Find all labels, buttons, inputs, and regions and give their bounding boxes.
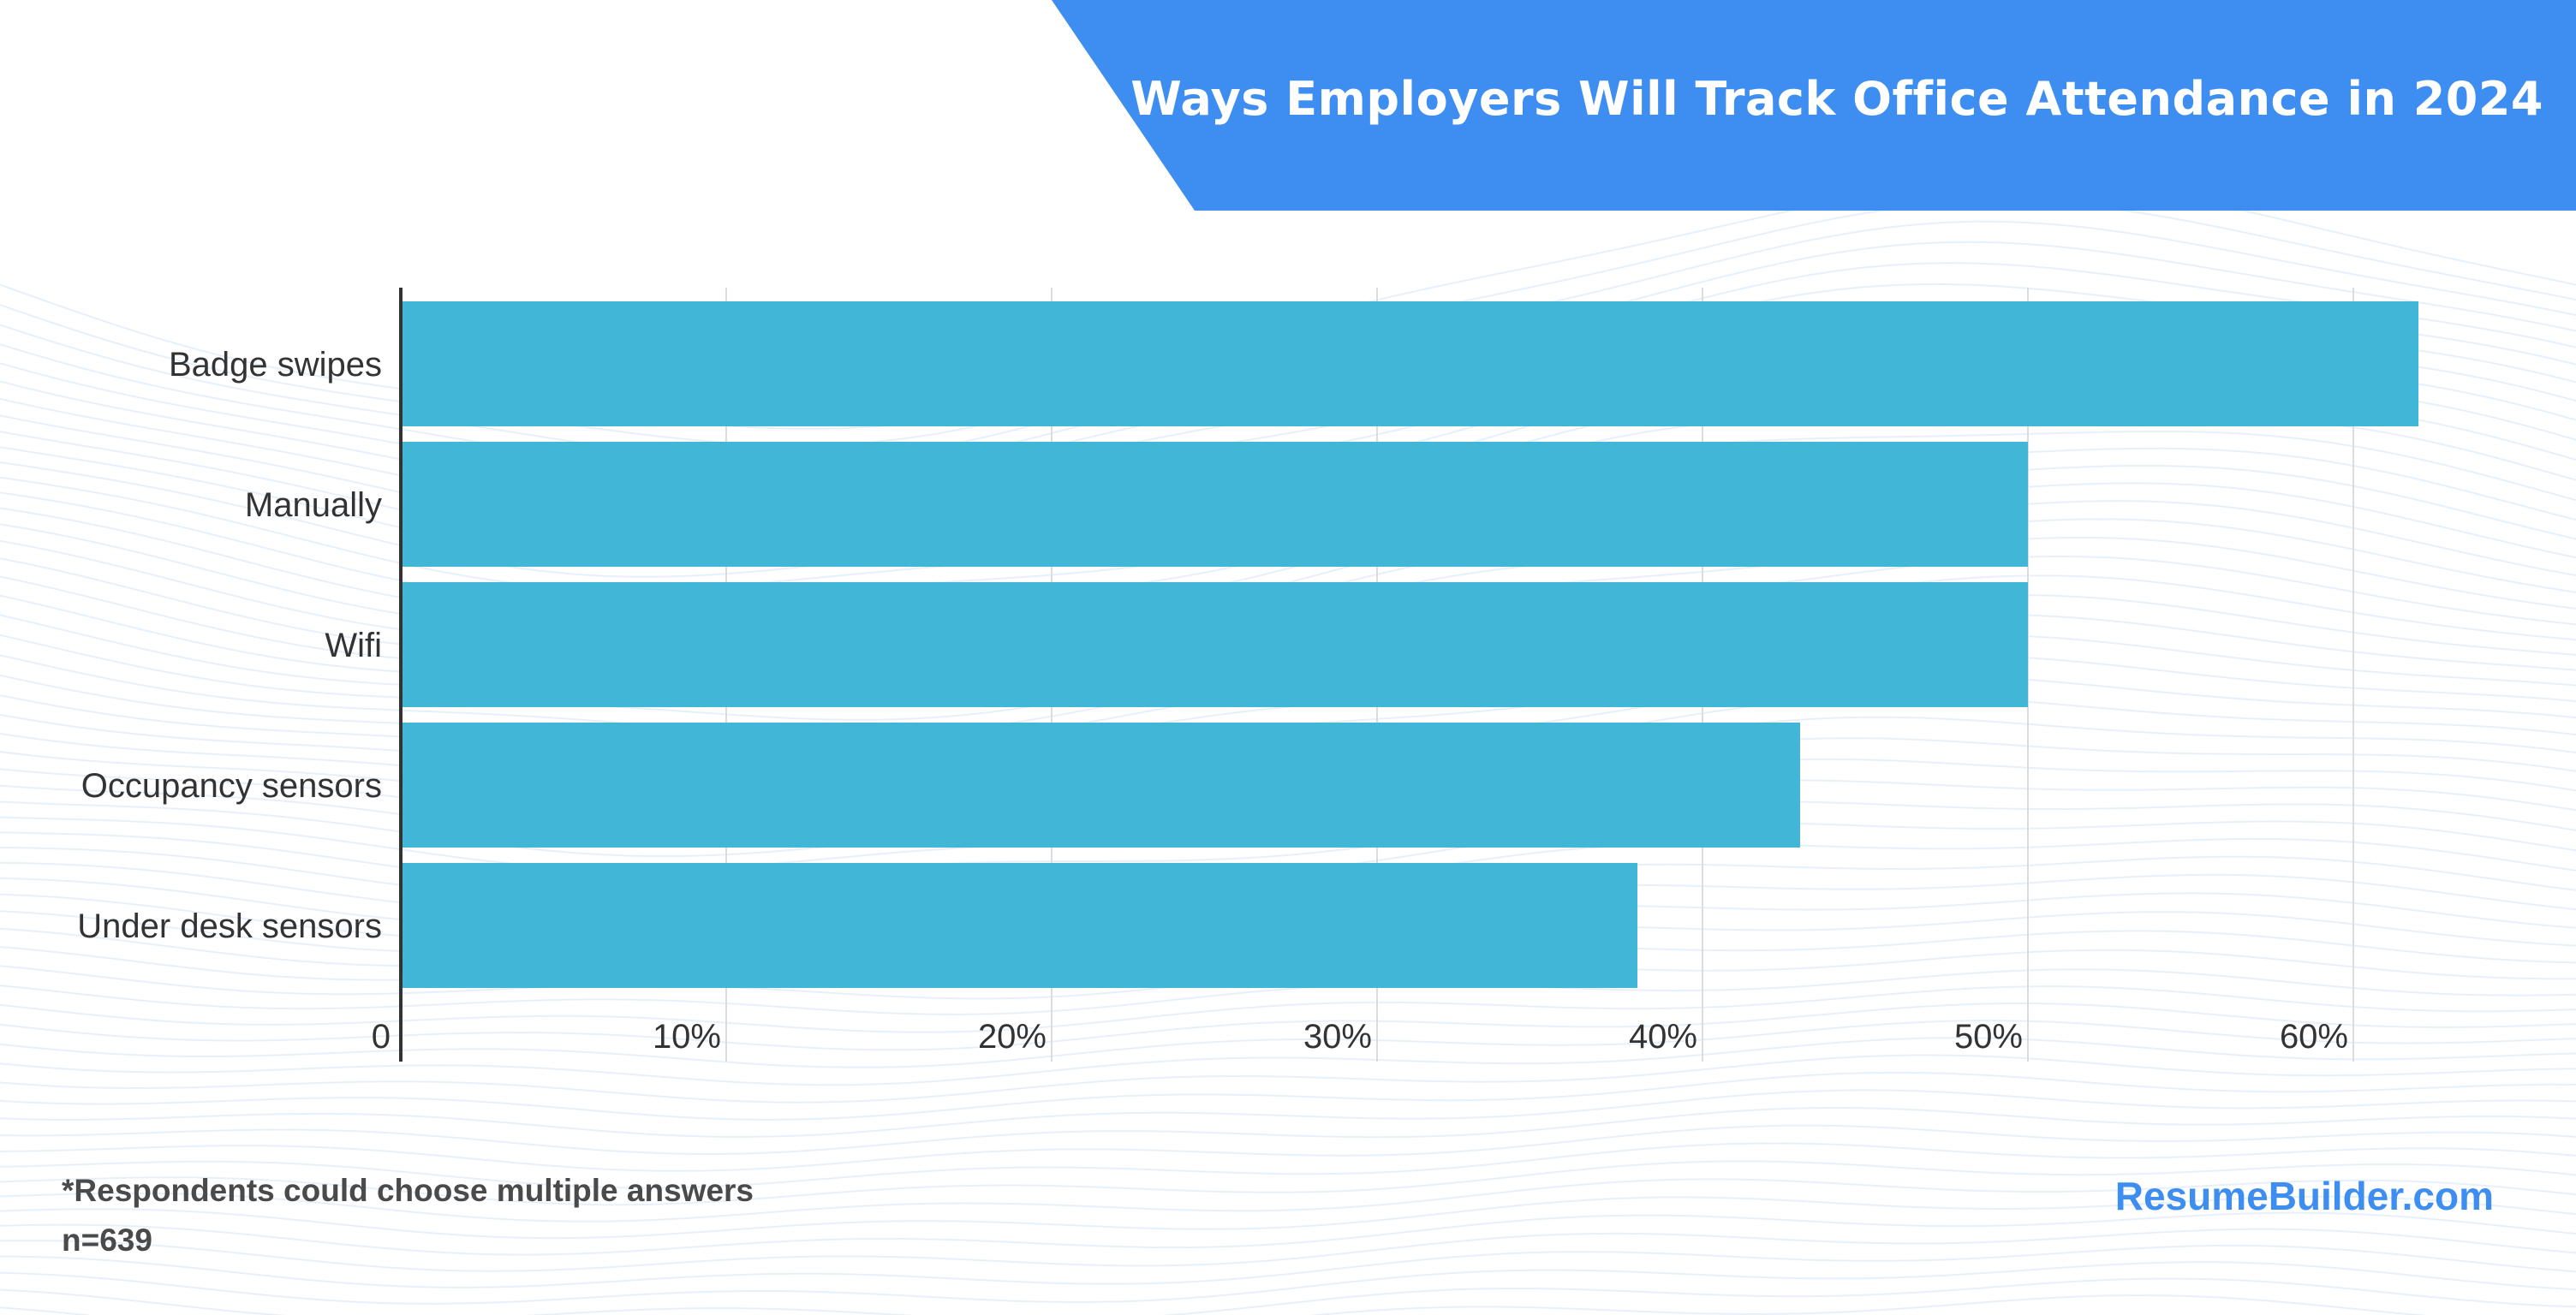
background-wave-line bbox=[0, 1294, 2428, 1315]
brand-logo: ResumeBuilder.com bbox=[2114, 1174, 2494, 1218]
background-wave-line bbox=[0, 1124, 2576, 1172]
footnote-text: *Respondents could choose multiple answe… bbox=[62, 1173, 754, 1208]
background-wave-line bbox=[0, 1160, 2576, 1206]
background-wave-line bbox=[0, 1002, 2576, 1051]
background-wave-line bbox=[0, 1089, 2576, 1139]
title-banner-shape bbox=[1052, 0, 2576, 211]
tick-label: 10% bbox=[653, 1018, 721, 1056]
category-label: Badge swipes bbox=[169, 346, 382, 384]
background-wave-line bbox=[0, 1244, 2576, 1288]
background-wave-line bbox=[0, 1106, 2576, 1156]
background-wave-line bbox=[0, 985, 2576, 1033]
background-wave-line bbox=[0, 1071, 2576, 1121]
tick-label: 30% bbox=[1303, 1018, 1372, 1056]
tick-label: 50% bbox=[1954, 1018, 2023, 1056]
category-label: Occupancy sensors bbox=[81, 767, 382, 805]
chart-title: Ways Employers Will Track Office Attenda… bbox=[1130, 72, 2543, 126]
tick-label: 0 bbox=[372, 1018, 391, 1056]
bar bbox=[401, 442, 2028, 567]
background-wave-line bbox=[0, 968, 2576, 1015]
tick-label: 60% bbox=[2280, 1018, 2348, 1056]
background-wave-line bbox=[0, 1142, 2576, 1189]
bar bbox=[401, 582, 2028, 707]
bar bbox=[401, 723, 1800, 848]
sample-size: n=639 bbox=[62, 1223, 152, 1258]
background-wave-line bbox=[0, 1228, 2576, 1272]
category-label: Wifi bbox=[325, 627, 382, 664]
bar bbox=[401, 301, 2418, 426]
background-wave-line bbox=[0, 1054, 2576, 1104]
title-banner bbox=[1052, 0, 2576, 211]
background-wave-line bbox=[0, 1037, 2576, 1086]
background-wave-line bbox=[0, 1211, 2576, 1256]
tick-label: 20% bbox=[978, 1018, 1046, 1056]
category-label: Under desk sensors bbox=[77, 907, 382, 945]
category-label: Manually bbox=[245, 486, 382, 524]
tick-label: 40% bbox=[1629, 1018, 1697, 1056]
bar bbox=[401, 863, 1637, 988]
background-wave-line bbox=[0, 1261, 2576, 1305]
background-wave-line bbox=[0, 1195, 2576, 1240]
background-wave-line bbox=[0, 1178, 2576, 1223]
background-wave-line bbox=[0, 1277, 2576, 1315]
background-wave-line bbox=[0, 1020, 2576, 1068]
